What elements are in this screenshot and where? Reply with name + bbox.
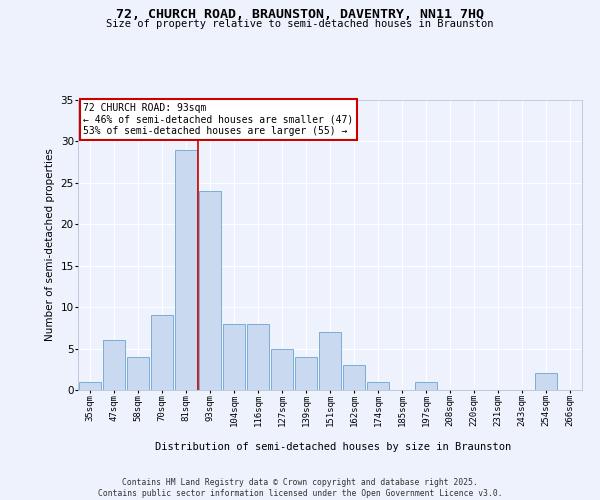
Bar <box>271 348 293 390</box>
Bar <box>295 357 317 390</box>
Text: Size of property relative to semi-detached houses in Braunston: Size of property relative to semi-detach… <box>106 19 494 29</box>
Bar <box>343 365 365 390</box>
Y-axis label: Number of semi-detached properties: Number of semi-detached properties <box>45 148 55 342</box>
Text: 72 CHURCH ROAD: 93sqm
← 46% of semi-detached houses are smaller (47)
53% of semi: 72 CHURCH ROAD: 93sqm ← 46% of semi-deta… <box>83 103 353 136</box>
Bar <box>175 150 197 390</box>
Text: Contains HM Land Registry data © Crown copyright and database right 2025.
Contai: Contains HM Land Registry data © Crown c… <box>98 478 502 498</box>
Bar <box>223 324 245 390</box>
Bar <box>151 316 173 390</box>
Text: 72, CHURCH ROAD, BRAUNSTON, DAVENTRY, NN11 7HQ: 72, CHURCH ROAD, BRAUNSTON, DAVENTRY, NN… <box>116 8 484 20</box>
Bar <box>319 332 341 390</box>
Bar <box>103 340 125 390</box>
Bar <box>247 324 269 390</box>
Bar <box>127 357 149 390</box>
Bar <box>415 382 437 390</box>
Text: Distribution of semi-detached houses by size in Braunston: Distribution of semi-detached houses by … <box>155 442 511 452</box>
Bar <box>199 191 221 390</box>
Bar <box>535 374 557 390</box>
Bar <box>367 382 389 390</box>
Bar <box>79 382 101 390</box>
